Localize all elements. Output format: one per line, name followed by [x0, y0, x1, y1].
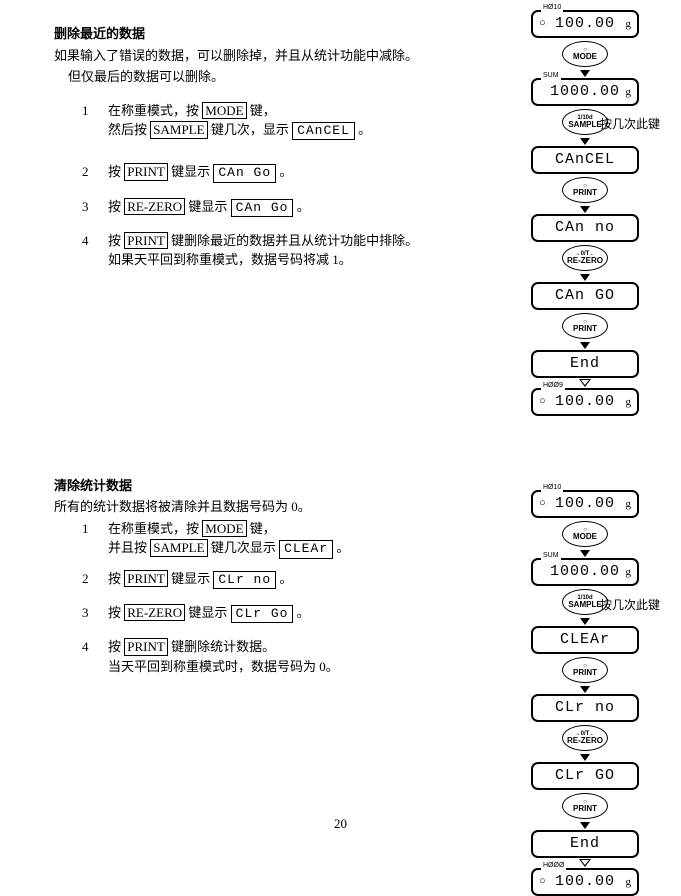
- key-rezero: RE-ZERO: [124, 198, 185, 216]
- step-body: 按 PRINT 键显示 CLr no 。: [108, 569, 454, 589]
- lcd-display: HØØ9○100.00g: [531, 388, 639, 416]
- lcd-display: CLr no: [531, 694, 639, 722]
- flow-diagram-2: HØ10○100.00g○MODESUM1000.00g1/10dSAMPLEC…: [531, 490, 639, 896]
- lcd-display: End: [531, 350, 639, 378]
- step: 3 按 RE-ZERO 键显示 CAn Go 。: [82, 197, 454, 217]
- step-num: 4: [82, 231, 108, 270]
- step-num: 2: [82, 569, 108, 589]
- arrow-down-icon: [580, 550, 590, 557]
- key-sample: SAMPLE: [150, 121, 207, 139]
- step-num: 2: [82, 162, 108, 182]
- flow-diagram-1: HØ10○100.00g○MODESUM1000.00g1/10dSAMPLEC…: [531, 10, 639, 416]
- lcd-can-go2: CAn Go: [231, 199, 294, 217]
- arrow-down-icon: [580, 342, 590, 349]
- button-print: ○PRINT: [562, 313, 608, 339]
- button-re-zero: →0/T←RE-ZERO: [562, 245, 608, 271]
- button-mode: ○MODE: [562, 521, 608, 547]
- lcd-display: HØØØ○100.00g: [531, 868, 639, 896]
- button-re-zero: →0/T←RE-ZERO: [562, 725, 608, 751]
- section1-intro1: 如果输入了错误的数据，可以删除掉，并且从统计功能中减除。: [54, 46, 454, 66]
- step: 4 按 PRINT 键删除统计数据。 当天平回到称重模式时，数据号码为 0。: [82, 637, 454, 676]
- button-mode: ○MODE: [562, 41, 608, 67]
- key-mode: MODE: [202, 520, 246, 538]
- sidenote-2: 按几次此键: [600, 596, 660, 614]
- arrow-down-outline-icon: [580, 379, 590, 387]
- arrow-down-icon: [580, 618, 590, 625]
- step-body: 按 PRINT 键显示 CAn Go 。: [108, 162, 454, 182]
- key-mode: MODE: [202, 102, 246, 120]
- step-num: 1: [82, 101, 108, 141]
- section2-intro1: 所有的统计数据将被清除并且数据号码为 0。: [54, 497, 454, 517]
- lcd-display: HØ10○100.00g: [531, 490, 639, 518]
- step-body: 按 PRINT 键删除最近的数据并且从统计功能中排除。 如果天平回到称重模式，数…: [108, 231, 454, 270]
- lcd-cancel: CAnCEL: [292, 122, 355, 140]
- key-print: PRINT: [124, 638, 168, 656]
- step-num: 1: [82, 519, 108, 559]
- section-clear: 清除统计数据 所有的统计数据将被清除并且数据号码为 0。 1 在称重模式，按 M…: [54, 476, 454, 676]
- sidenote-1: 按几次此键: [600, 115, 681, 133]
- lcd-display: CLEAr: [531, 626, 639, 654]
- lcd-can-go: CAn Go: [213, 164, 276, 182]
- section2-steps: 1 在称重模式，按 MODE 键， 并且按 SAMPLE 键几次显示 CLEAr…: [54, 519, 454, 676]
- lcd-clr-no: CLr no: [213, 571, 276, 589]
- step-body: 在称重模式，按 MODE 键， 然后按 SAMPLE 键几次，显示 CAnCEL…: [108, 101, 454, 141]
- key-rezero: RE-ZERO: [124, 604, 185, 622]
- step-body: 在称重模式，按 MODE 键， 并且按 SAMPLE 键几次显示 CLEAr 。: [108, 519, 454, 559]
- arrow-down-icon: [580, 274, 590, 281]
- arrow-down-outline-icon: [580, 859, 590, 867]
- step-num: 3: [82, 197, 108, 217]
- key-print: PRINT: [124, 570, 168, 588]
- section-delete: 删除最近的数据 如果输入了错误的数据，可以删除掉，并且从统计功能中减除。 但仅最…: [54, 24, 454, 270]
- lcd-display: End: [531, 830, 639, 858]
- lcd-display: CAnCEL: [531, 146, 639, 174]
- step-num: 4: [82, 637, 108, 676]
- step: 2 按 PRINT 键显示 CLr no 。: [82, 569, 454, 589]
- button-print: ○PRINT: [562, 657, 608, 683]
- button-print: ○PRINT: [562, 177, 608, 203]
- lcd-display: HØ10○100.00g: [531, 10, 639, 38]
- lcd-display: SUM1000.00g: [531, 78, 639, 106]
- key-print: PRINT: [124, 232, 168, 250]
- lcd-clear: CLEAr: [279, 540, 333, 558]
- page-number: 20: [0, 814, 681, 834]
- lcd-display: CAn GO: [531, 282, 639, 310]
- section1-steps: 1 在称重模式，按 MODE 键， 然后按 SAMPLE 键几次，显示 CAnC…: [54, 101, 454, 270]
- step-body: 按 RE-ZERO 键显示 CLr Go 。: [108, 603, 454, 623]
- arrow-down-icon: [580, 138, 590, 145]
- arrow-down-icon: [580, 70, 590, 77]
- step: 1 在称重模式，按 MODE 键， 然后按 SAMPLE 键几次，显示 CAnC…: [82, 101, 454, 141]
- key-sample: SAMPLE: [150, 539, 207, 557]
- key-print: PRINT: [124, 163, 168, 181]
- step: 2 按 PRINT 键显示 CAn Go 。: [82, 162, 454, 182]
- step-body: 按 RE-ZERO 键显示 CAn Go 。: [108, 197, 454, 217]
- step-num: 3: [82, 603, 108, 623]
- lcd-clr-go: CLr Go: [231, 605, 294, 623]
- lcd-display: SUM1000.00g: [531, 558, 639, 586]
- section1-intro2: 但仅最后的数据可以删除。: [54, 67, 454, 87]
- arrow-down-icon: [580, 686, 590, 693]
- step: 4 按 PRINT 键删除最近的数据并且从统计功能中排除。 如果天平回到称重模式…: [82, 231, 454, 270]
- text-content: 删除最近的数据 如果输入了错误的数据，可以删除掉，并且从统计功能中减除。 但仅最…: [54, 24, 454, 690]
- step: 3 按 RE-ZERO 键显示 CLr Go 。: [82, 603, 454, 623]
- lcd-display: CAn no: [531, 214, 639, 242]
- section1-title: 删除最近的数据: [54, 24, 454, 44]
- step: 1 在称重模式，按 MODE 键， 并且按 SAMPLE 键几次显示 CLEAr…: [82, 519, 454, 559]
- arrow-down-icon: [580, 206, 590, 213]
- step-body: 按 PRINT 键删除统计数据。 当天平回到称重模式时，数据号码为 0。: [108, 637, 454, 676]
- section2-title: 清除统计数据: [54, 476, 454, 496]
- arrow-down-icon: [580, 754, 590, 761]
- lcd-display: CLr GO: [531, 762, 639, 790]
